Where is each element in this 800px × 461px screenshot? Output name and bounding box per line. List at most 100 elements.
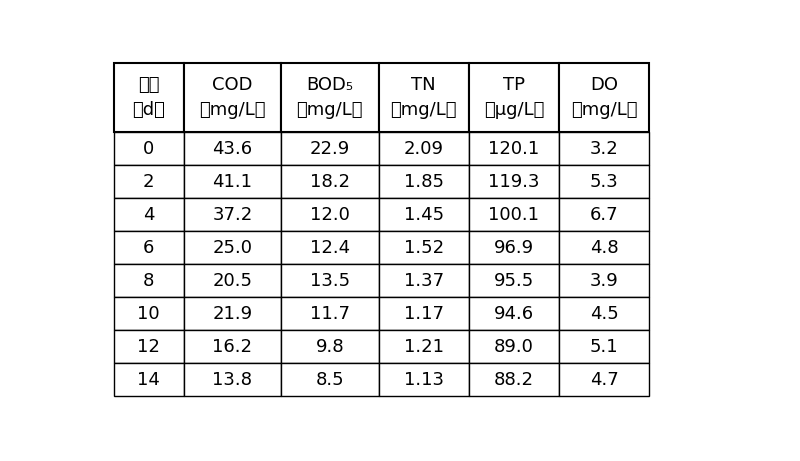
Text: 1.21: 1.21: [404, 338, 444, 356]
Bar: [281, 63, 378, 132]
Text: 120.1: 120.1: [488, 140, 539, 158]
Text: 4.5: 4.5: [590, 305, 618, 323]
Bar: [114, 198, 184, 231]
Bar: [114, 265, 184, 297]
Bar: [469, 132, 559, 165]
Text: 1.37: 1.37: [404, 272, 444, 290]
Bar: [281, 132, 378, 165]
Text: TP
（μg/L）: TP （μg/L）: [484, 76, 544, 119]
Text: 14: 14: [138, 371, 160, 389]
Text: 96.9: 96.9: [494, 239, 534, 257]
Bar: [114, 331, 184, 363]
Bar: [469, 297, 559, 331]
Bar: [378, 231, 469, 265]
Bar: [559, 63, 650, 132]
Bar: [378, 297, 469, 331]
Bar: [378, 63, 469, 132]
Text: 22.9: 22.9: [310, 140, 350, 158]
Bar: [184, 363, 281, 396]
Bar: [559, 132, 650, 165]
Text: 12.4: 12.4: [310, 239, 350, 257]
Bar: [559, 265, 650, 297]
Text: 1.52: 1.52: [404, 239, 444, 257]
Text: 21.9: 21.9: [212, 305, 253, 323]
Text: 时间
（d）: 时间 （d）: [132, 76, 165, 119]
Text: 1.45: 1.45: [404, 206, 444, 224]
Bar: [281, 331, 378, 363]
Bar: [469, 63, 559, 132]
Bar: [378, 132, 469, 165]
Text: 10: 10: [138, 305, 160, 323]
Text: 4: 4: [143, 206, 154, 224]
Bar: [378, 165, 469, 198]
Text: 12: 12: [138, 338, 160, 356]
Bar: [469, 363, 559, 396]
Text: TN
（mg/L）: TN （mg/L）: [390, 76, 457, 119]
Bar: [281, 363, 378, 396]
Text: 9.8: 9.8: [315, 338, 344, 356]
Bar: [559, 297, 650, 331]
Bar: [184, 265, 281, 297]
Bar: [114, 297, 184, 331]
Bar: [114, 63, 184, 132]
Bar: [281, 231, 378, 265]
Bar: [559, 231, 650, 265]
Text: 89.0: 89.0: [494, 338, 534, 356]
Bar: [378, 331, 469, 363]
Text: 0: 0: [143, 140, 154, 158]
Bar: [378, 198, 469, 231]
Bar: [469, 231, 559, 265]
Bar: [184, 63, 281, 132]
Text: 5.3: 5.3: [590, 173, 618, 191]
Text: 4.8: 4.8: [590, 239, 618, 257]
Text: 12.0: 12.0: [310, 206, 350, 224]
Bar: [559, 363, 650, 396]
Text: COD
（mg/L）: COD （mg/L）: [199, 76, 266, 119]
Bar: [184, 132, 281, 165]
Text: 1.13: 1.13: [404, 371, 444, 389]
Bar: [469, 265, 559, 297]
Bar: [184, 297, 281, 331]
Text: BOD₅
（mg/L）: BOD₅ （mg/L）: [297, 76, 363, 119]
Text: 6.7: 6.7: [590, 206, 618, 224]
Text: 100.1: 100.1: [489, 206, 539, 224]
Text: 95.5: 95.5: [494, 272, 534, 290]
Text: 5.1: 5.1: [590, 338, 618, 356]
Bar: [114, 363, 184, 396]
Bar: [469, 198, 559, 231]
Text: 88.2: 88.2: [494, 371, 534, 389]
Text: 18.2: 18.2: [310, 173, 350, 191]
Text: 13.5: 13.5: [310, 272, 350, 290]
Text: 16.2: 16.2: [213, 338, 253, 356]
Text: 3.2: 3.2: [590, 140, 618, 158]
Bar: [378, 363, 469, 396]
Bar: [559, 165, 650, 198]
Bar: [281, 297, 378, 331]
Bar: [281, 265, 378, 297]
Text: 94.6: 94.6: [494, 305, 534, 323]
Text: 20.5: 20.5: [213, 272, 253, 290]
Bar: [184, 331, 281, 363]
Text: DO
（mg/L）: DO （mg/L）: [571, 76, 638, 119]
Bar: [114, 132, 184, 165]
Bar: [281, 165, 378, 198]
Bar: [114, 165, 184, 198]
Text: 13.8: 13.8: [213, 371, 253, 389]
Text: 43.6: 43.6: [212, 140, 253, 158]
Text: 3.9: 3.9: [590, 272, 618, 290]
Bar: [559, 198, 650, 231]
Text: 8.5: 8.5: [315, 371, 344, 389]
Text: 11.7: 11.7: [310, 305, 350, 323]
Bar: [378, 265, 469, 297]
Text: 1.85: 1.85: [404, 173, 444, 191]
Text: 37.2: 37.2: [212, 206, 253, 224]
Text: 2: 2: [143, 173, 154, 191]
Bar: [184, 165, 281, 198]
Text: 41.1: 41.1: [213, 173, 253, 191]
Text: 119.3: 119.3: [488, 173, 540, 191]
Bar: [184, 198, 281, 231]
Bar: [114, 231, 184, 265]
Bar: [281, 198, 378, 231]
Text: 25.0: 25.0: [213, 239, 253, 257]
Text: 4.7: 4.7: [590, 371, 618, 389]
